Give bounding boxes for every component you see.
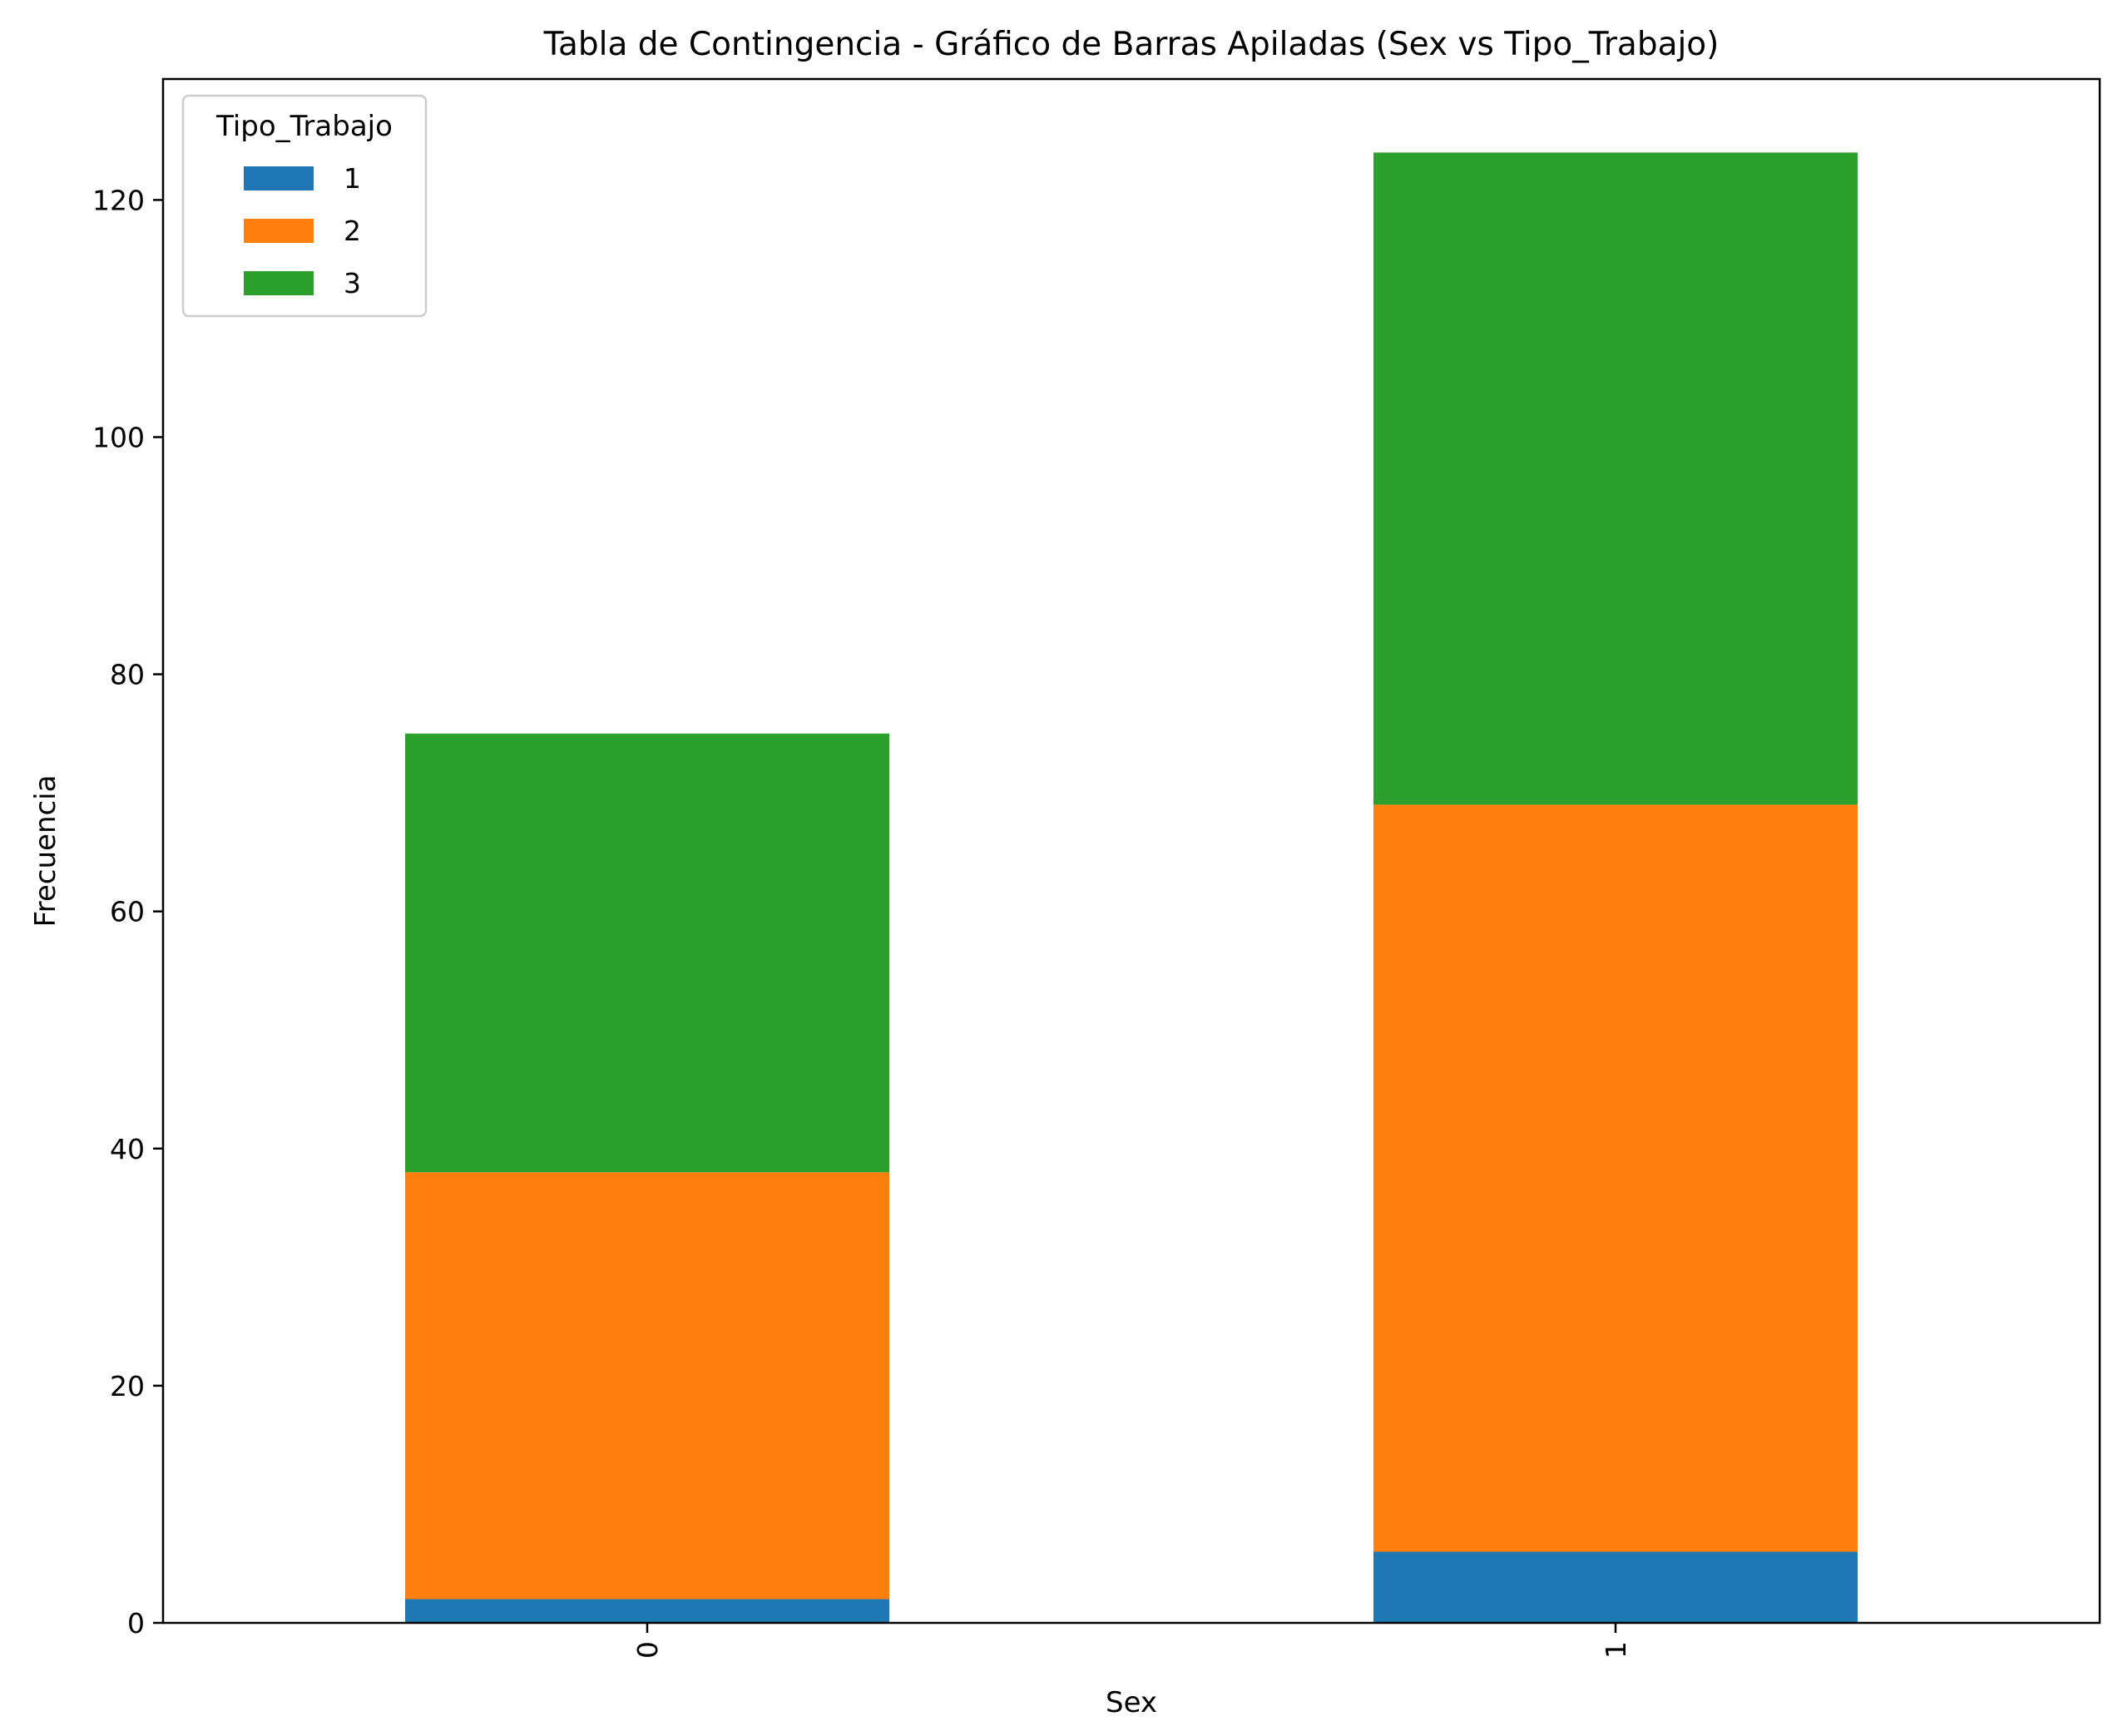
legend-swatch xyxy=(244,219,314,243)
bar-sex-0-tipo-3 xyxy=(405,733,889,1173)
plot-frame xyxy=(161,77,2101,1625)
y-axis-label: Frecuencia xyxy=(29,775,62,927)
x-tick-label: 0 xyxy=(631,1641,664,1659)
y-tick-label: 40 xyxy=(110,1133,145,1165)
bars-group xyxy=(405,152,1858,1623)
bar-sex-0-tipo-2 xyxy=(405,1172,889,1600)
bar-sex-0-tipo-1 xyxy=(405,1599,889,1623)
y-tick-label: 60 xyxy=(110,896,145,928)
bar-sex-1-tipo-1 xyxy=(1373,1551,1858,1623)
legend-entry-label: 3 xyxy=(344,267,361,299)
y-axis: 0 20 40 60 80 100 120 xyxy=(92,184,163,1640)
x-tick-label: 1 xyxy=(1600,1641,1632,1659)
bar-sex-1-tipo-2 xyxy=(1373,804,1858,1552)
legend-entry-label: 1 xyxy=(344,162,361,195)
y-tick-label: 0 xyxy=(127,1607,145,1640)
legend-title: Tipo_Trabajo xyxy=(215,110,393,143)
legend: Tipo_Trabajo 1 2 3 xyxy=(181,94,428,318)
bar-sex-1-tipo-3 xyxy=(1373,152,1858,805)
chart-title: Tabla de Contingencia - Gráfico de Barra… xyxy=(543,26,1720,63)
legend-box xyxy=(181,94,428,318)
legend-swatch xyxy=(244,271,314,295)
y-tick-label: 20 xyxy=(110,1370,145,1402)
legend-swatch xyxy=(244,166,314,190)
y-tick-label: 100 xyxy=(92,422,145,454)
legend-items: 1 2 3 xyxy=(244,162,361,299)
y-tick-label: 120 xyxy=(92,184,145,216)
x-axis-label: Sex xyxy=(1106,1686,1157,1719)
y-tick-label: 80 xyxy=(110,659,145,691)
legend-entry-label: 2 xyxy=(344,215,361,247)
